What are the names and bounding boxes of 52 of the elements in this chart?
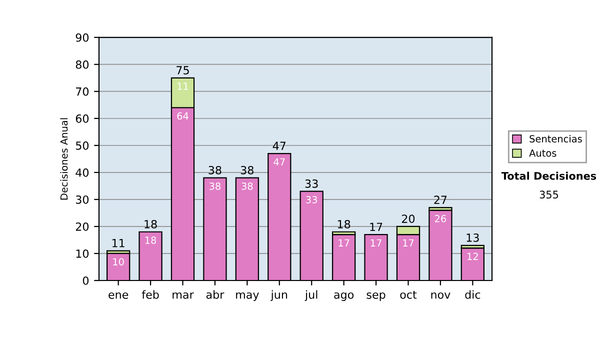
data-label: 17: [370, 239, 382, 246]
data-label: 26: [434, 214, 446, 222]
data-label: 33: [306, 196, 318, 204]
total-label: 38: [240, 166, 254, 174]
y-tick-label: 40: [76, 168, 89, 177]
total-label: 20: [402, 214, 415, 223]
x-tick-label: ago: [334, 292, 354, 301]
text: 355: [540, 190, 558, 199]
x-tick-label: ene: [108, 292, 128, 299]
legend-label: Autos: [529, 150, 556, 157]
x-tick-label: sep: [366, 292, 386, 301]
total-label: 38: [208, 166, 222, 174]
data-label: 11: [178, 82, 188, 90]
y-tick-label: 90: [76, 33, 89, 42]
x-tick-label: abr: [206, 290, 224, 299]
y-tick-label: 80: [76, 60, 89, 69]
y-tick-label: 0: [82, 276, 89, 285]
total-label: 18: [144, 220, 157, 228]
y-tick-label: 20: [76, 222, 89, 231]
y-axis-title: Decisiones Anual: [60, 118, 68, 200]
legend-label: Sentencias: [530, 134, 582, 142]
data-label: 38: [242, 182, 253, 190]
data-label: 17: [338, 239, 350, 246]
total-label: 33: [305, 179, 318, 188]
total-label: 27: [434, 196, 447, 204]
data-label: 10: [113, 258, 124, 266]
x-tick-label: oct: [400, 290, 417, 299]
data-label: 38: [210, 182, 220, 190]
y-tick-label: 10: [76, 249, 89, 258]
total-label: 11: [112, 239, 124, 248]
x-tick-label: nov: [431, 292, 450, 299]
data-label: 12: [468, 252, 478, 260]
y-tick-label: 70: [76, 87, 89, 96]
x-tick-label: jul: [304, 290, 318, 301]
x-tick-label: feb: [142, 290, 159, 299]
total-label: 18: [338, 220, 350, 228]
x-tick-label: jun: [270, 290, 288, 301]
x-tick-label: mar: [172, 292, 194, 299]
y-tick-label: 60: [76, 114, 89, 123]
total-label: 13: [466, 233, 479, 242]
total-label: 47: [272, 142, 286, 150]
total-label: 75: [176, 66, 189, 74]
x-tick-label: dic: [465, 290, 480, 299]
x-tick-label: may: [236, 292, 259, 301]
data-label: 47: [274, 158, 285, 166]
total-label: 17: [370, 222, 382, 231]
y-tick-label: 30: [76, 195, 89, 204]
text: Total Decisiones: [501, 172, 596, 180]
data-label: 64: [177, 112, 188, 120]
data-label: 17: [403, 239, 414, 246]
data-label: 18: [145, 236, 156, 244]
y-tick-label: 50: [76, 141, 89, 150]
